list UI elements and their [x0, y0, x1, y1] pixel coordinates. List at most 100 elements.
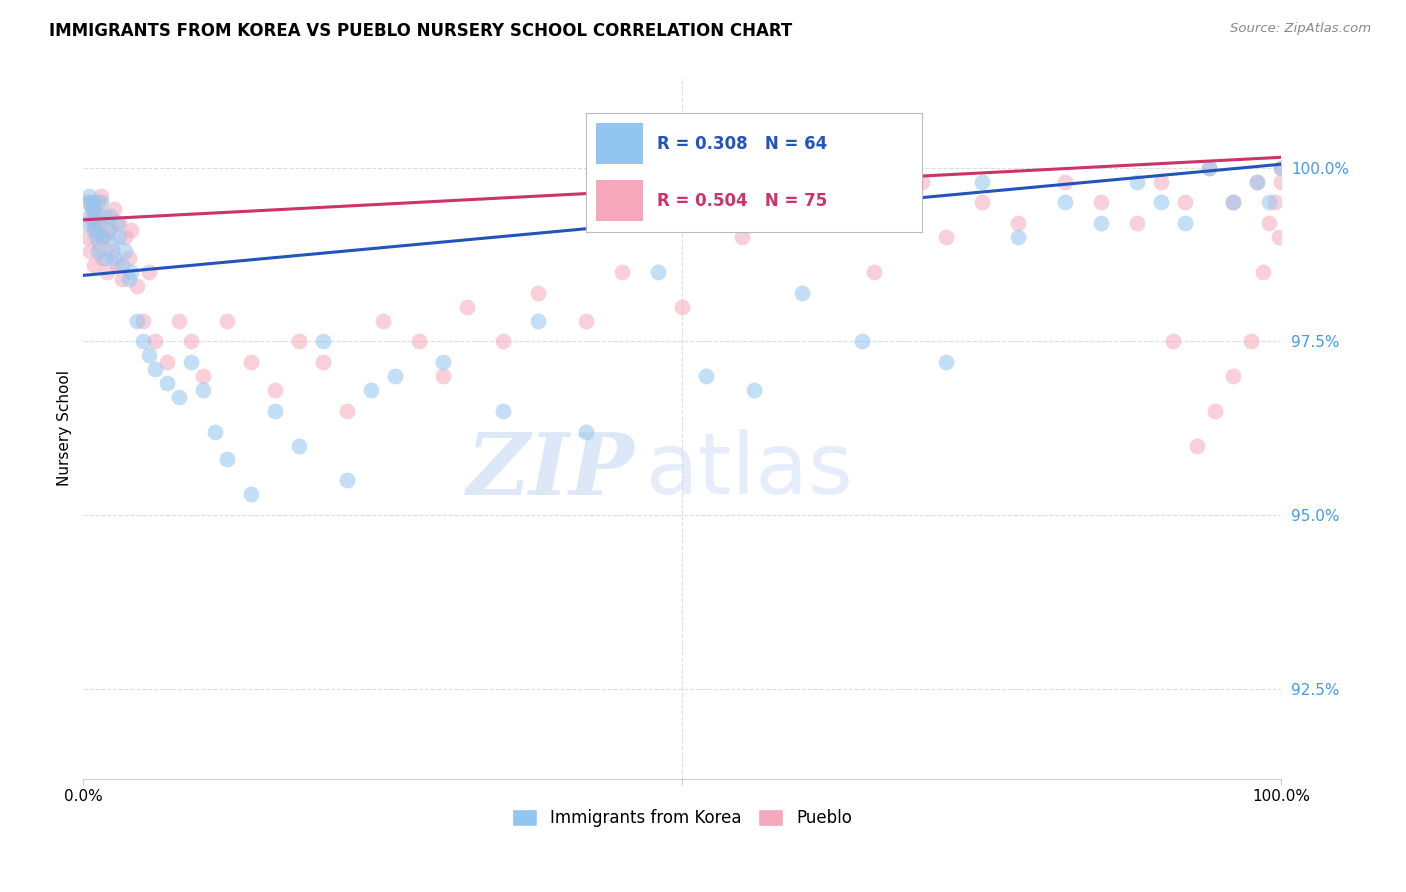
- Point: [82, 195, 104, 210]
- Point: [80, 216, 103, 230]
- Point: [120, 223, 142, 237]
- Point: [336, 404, 359, 418]
- Point: [108, 230, 131, 244]
- Point: [1126, 216, 1149, 230]
- Point: [1270, 161, 1292, 175]
- Point: [264, 383, 287, 397]
- Point: [77, 195, 100, 210]
- Point: [167, 390, 190, 404]
- Point: [111, 258, 134, 272]
- Point: [105, 216, 128, 230]
- Point: [138, 348, 160, 362]
- Point: [77, 195, 100, 210]
- Point: [1267, 230, 1289, 244]
- Point: [156, 376, 179, 390]
- Point: [240, 355, 263, 369]
- Point: [288, 438, 311, 452]
- Point: [1150, 195, 1173, 210]
- Point: [1054, 195, 1077, 210]
- Y-axis label: Nursery School: Nursery School: [58, 370, 72, 486]
- Point: [312, 355, 335, 369]
- Point: [1126, 175, 1149, 189]
- Point: [98, 210, 121, 224]
- Point: [84, 210, 107, 224]
- Point: [575, 425, 598, 439]
- Point: [456, 300, 478, 314]
- Point: [87, 237, 110, 252]
- Point: [138, 265, 160, 279]
- Point: [575, 313, 598, 327]
- Point: [1198, 161, 1220, 175]
- Point: [1161, 334, 1184, 349]
- Point: [143, 334, 166, 349]
- Point: [89, 216, 111, 230]
- Point: [827, 216, 849, 230]
- Point: [114, 230, 136, 244]
- Point: [491, 404, 513, 418]
- Point: [612, 265, 634, 279]
- Point: [731, 230, 754, 244]
- Point: [1174, 216, 1197, 230]
- Point: [911, 175, 934, 189]
- Point: [79, 210, 101, 224]
- Point: [191, 383, 214, 397]
- Point: [671, 300, 693, 314]
- Point: [887, 195, 910, 210]
- Point: [84, 216, 107, 230]
- Point: [127, 278, 149, 293]
- Point: [204, 425, 226, 439]
- Point: [371, 313, 394, 327]
- Point: [103, 251, 125, 265]
- Point: [118, 251, 141, 265]
- Point: [935, 355, 957, 369]
- Point: [742, 383, 765, 397]
- Point: [970, 175, 993, 189]
- Point: [156, 355, 179, 369]
- Point: [790, 195, 813, 210]
- Point: [1187, 438, 1209, 452]
- Point: [86, 223, 108, 237]
- Point: [1204, 404, 1226, 418]
- Point: [647, 265, 669, 279]
- Point: [1270, 175, 1292, 189]
- Point: [1222, 195, 1244, 210]
- Point: [1251, 265, 1274, 279]
- Point: [527, 313, 550, 327]
- Point: [143, 362, 166, 376]
- Point: [96, 265, 118, 279]
- Point: [180, 355, 202, 369]
- Point: [114, 244, 136, 258]
- Point: [1174, 195, 1197, 210]
- Point: [96, 223, 118, 237]
- Point: [105, 258, 128, 272]
- Point: [384, 369, 406, 384]
- Point: [1264, 195, 1286, 210]
- Point: [82, 202, 104, 217]
- Point: [132, 313, 155, 327]
- Point: [408, 334, 430, 349]
- Point: [1240, 334, 1263, 349]
- Point: [127, 313, 149, 327]
- Point: [103, 202, 125, 217]
- Point: [432, 355, 454, 369]
- Text: IMMIGRANTS FROM KOREA VS PUEBLO NURSERY SCHOOL CORRELATION CHART: IMMIGRANTS FROM KOREA VS PUEBLO NURSERY …: [49, 22, 793, 40]
- Point: [108, 216, 131, 230]
- Point: [215, 313, 238, 327]
- Point: [86, 230, 108, 244]
- Point: [76, 216, 98, 230]
- Point: [118, 272, 141, 286]
- Point: [1090, 216, 1112, 230]
- Point: [1222, 369, 1244, 384]
- Point: [1222, 195, 1244, 210]
- Point: [120, 265, 142, 279]
- Point: [215, 452, 238, 467]
- Point: [91, 230, 114, 244]
- Point: [1258, 195, 1281, 210]
- Point: [132, 334, 155, 349]
- Point: [1007, 216, 1029, 230]
- Point: [76, 230, 98, 244]
- Point: [432, 369, 454, 384]
- Point: [491, 334, 513, 349]
- Point: [86, 195, 108, 210]
- Point: [91, 251, 114, 265]
